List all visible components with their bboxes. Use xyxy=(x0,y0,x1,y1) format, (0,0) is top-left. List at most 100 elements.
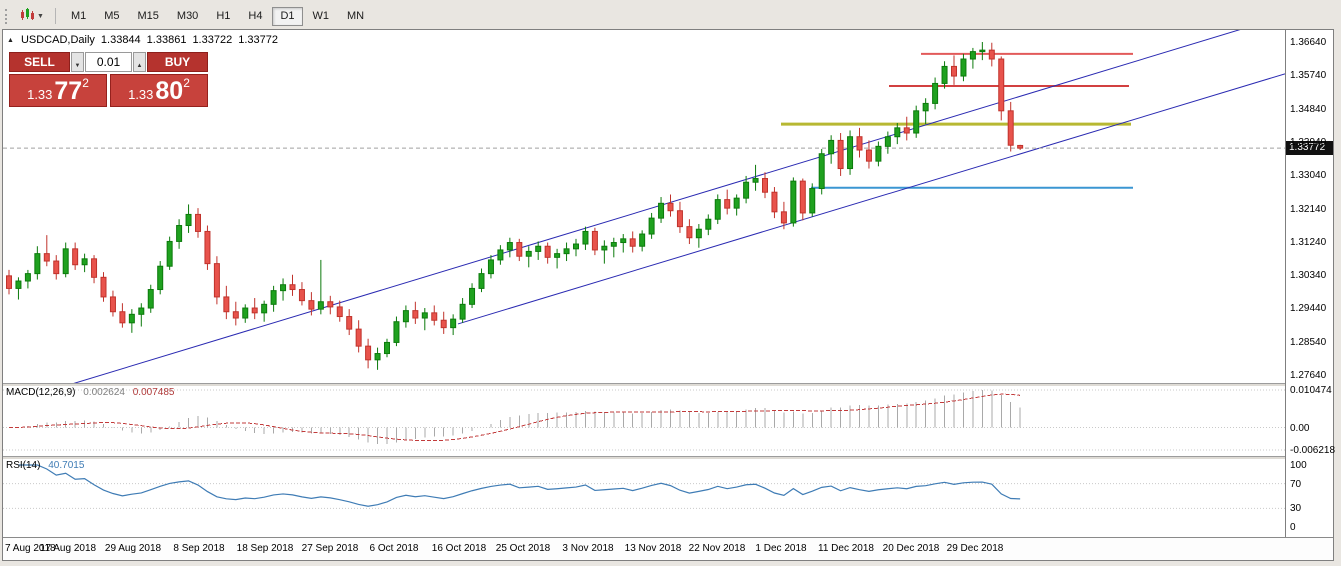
candle xyxy=(289,274,296,296)
buy-button[interactable]: BUY xyxy=(147,52,208,72)
candle xyxy=(393,316,400,347)
candle xyxy=(53,255,60,280)
candle xyxy=(24,269,31,289)
candle xyxy=(960,53,967,82)
candle xyxy=(799,178,806,221)
buy-price-display[interactable]: 1.33 80 2 xyxy=(110,74,208,107)
candle xyxy=(384,338,390,358)
candle xyxy=(856,127,863,158)
candles-layer xyxy=(6,42,1024,370)
time-axis[interactable]: 7 Aug 2018 17 Aug 2018 29 Aug 2018 8 Sep 20… xyxy=(3,537,1333,560)
candle xyxy=(932,77,939,110)
candle xyxy=(242,304,249,323)
lot-decrease-button[interactable]: ▼ xyxy=(71,52,84,72)
rsi-chart[interactable] xyxy=(3,459,1285,537)
timeframe-button-M30[interactable]: M30 xyxy=(169,7,206,26)
panel-separator-rsi[interactable] xyxy=(3,456,1333,459)
lot-size-input[interactable]: 0.01 xyxy=(85,52,132,72)
time-axis-label: 27 Sep 2018 xyxy=(301,543,359,554)
candle xyxy=(913,105,920,138)
candle xyxy=(771,187,778,219)
price-axis[interactable]: 1.33772 1.36640 1.35740 1.34840 1.33940 1.33… xyxy=(1286,30,1336,537)
macd-title: MACD(12,26,9) xyxy=(6,387,76,398)
time-axis-label: 16 Oct 2018 xyxy=(431,543,487,554)
candle xyxy=(280,278,287,301)
candle xyxy=(1007,101,1014,152)
timeframe-button-M1[interactable]: M1 xyxy=(63,7,94,26)
candle xyxy=(629,231,636,253)
candle xyxy=(648,212,655,239)
sell-price-display[interactable]: 1.33 77 2 xyxy=(9,74,107,107)
lot-increase-button[interactable]: ▲ xyxy=(133,52,146,72)
timeframe-button-M15[interactable]: M15 xyxy=(130,7,167,26)
macd-histogram xyxy=(17,390,1021,445)
macd-signal-line xyxy=(8,393,1021,442)
candle xyxy=(837,133,844,176)
trade-controls-row: SELL ▼ 0.01 ▲ BUY xyxy=(9,52,209,72)
macd-axis-label: -0.006218 xyxy=(1290,445,1336,456)
macd-axis-label: 0.00 xyxy=(1290,422,1310,434)
candle xyxy=(431,305,438,326)
time-axis-label: 1 Dec 2018 xyxy=(755,543,807,554)
candle xyxy=(525,246,532,268)
candlestick-chart[interactable] xyxy=(3,30,1285,383)
candle xyxy=(554,248,561,269)
candle xyxy=(402,305,409,328)
candle xyxy=(865,140,872,169)
candle xyxy=(327,295,334,315)
candle xyxy=(185,204,192,233)
price-axis-label: 1.35740 xyxy=(1290,70,1327,82)
candle xyxy=(705,214,712,236)
candle xyxy=(166,236,173,270)
candle xyxy=(563,242,570,262)
candle xyxy=(147,284,154,313)
candle xyxy=(365,338,372,369)
price-axis-label: 1.30340 xyxy=(1290,270,1327,282)
candle xyxy=(6,269,12,295)
panel-separator-macd[interactable] xyxy=(3,383,1333,386)
time-axis-label: 3 Nov 2018 xyxy=(562,543,614,554)
price-axis-label: 1.33940 xyxy=(1290,136,1327,148)
toolbar-drag-handle[interactable] xyxy=(5,8,10,24)
timeframe-button-W1[interactable]: W1 xyxy=(305,7,338,26)
candle xyxy=(497,245,504,265)
timeframe-button-H1[interactable]: H1 xyxy=(208,7,238,26)
candle xyxy=(440,311,447,334)
timeframe-button-MN[interactable]: MN xyxy=(339,7,372,26)
candle xyxy=(969,47,976,69)
trend-channel-line[interactable] xyxy=(457,73,1285,325)
candle xyxy=(138,303,145,327)
chart-window: ▲ USDCAD,Daily 1.33844 1.33861 1.33722 1… xyxy=(2,29,1336,561)
candle xyxy=(951,55,957,85)
candle xyxy=(204,225,211,270)
candle xyxy=(176,219,183,249)
timeframe-button-M5[interactable]: M5 xyxy=(96,7,127,26)
time-axis-label: 29 Dec 2018 xyxy=(946,543,1004,554)
time-axis-label: 22 Nov 2018 xyxy=(688,543,746,554)
main-chart-panel: ▲ USDCAD,Daily 1.33844 1.33861 1.33722 1… xyxy=(3,30,1333,383)
candle xyxy=(686,219,693,245)
candle xyxy=(667,194,674,217)
trend-channel-line[interactable] xyxy=(65,30,1243,383)
candle xyxy=(317,259,324,315)
macd-chart[interactable] xyxy=(3,386,1285,456)
timeframe-button-H4[interactable]: H4 xyxy=(240,7,270,26)
low-value: 1.33722 xyxy=(192,34,233,46)
timeframe-button-D1[interactable]: D1 xyxy=(272,6,303,26)
time-axis-label: 13 Nov 2018 xyxy=(624,543,682,554)
candle xyxy=(733,194,740,216)
sell-button[interactable]: SELL xyxy=(9,52,70,72)
candle xyxy=(72,242,79,270)
rsi-title: RSI(14) xyxy=(6,460,41,471)
timeframe-buttons: M1 M5 M15 M30 H1 H4 D1 W1 MN xyxy=(62,6,373,26)
macd-panel: MACD(12,26,9) 0.002624 0.007485 xyxy=(3,386,1333,456)
toolbar-separator xyxy=(54,8,56,24)
candle xyxy=(270,285,277,312)
chart-type-button[interactable]: ▼ xyxy=(15,6,49,26)
collapse-icon[interactable]: ▲ xyxy=(7,36,14,44)
candle xyxy=(752,164,759,191)
sell-price-prefix: 1.33 xyxy=(27,86,53,102)
time-axis-label: 6 Oct 2018 xyxy=(369,543,419,554)
candle xyxy=(251,298,258,320)
one-click-trading-panel: SELL ▼ 0.01 ▲ BUY 1.33 77 2 1.33 80 2 xyxy=(9,52,209,107)
